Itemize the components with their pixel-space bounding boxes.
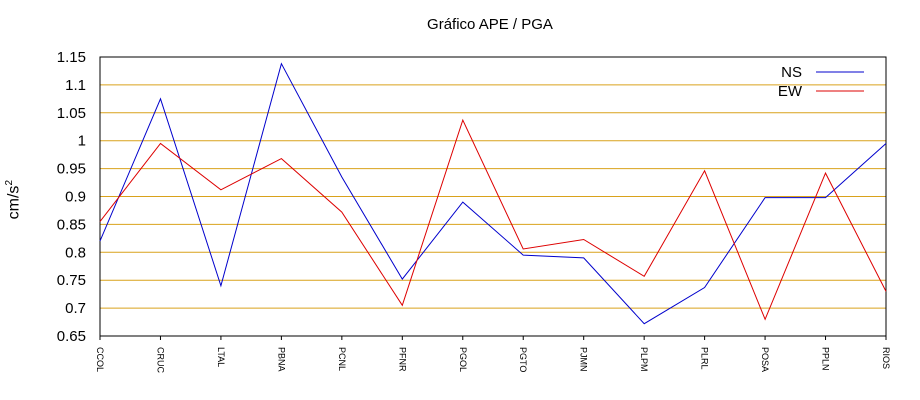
y-tick-label: 0.65: [57, 328, 86, 345]
x-tick-label: PLRL: [700, 347, 710, 370]
chart-title: Gráfico APE / PGA: [427, 16, 553, 33]
y-tick-label: 0.95: [57, 161, 86, 178]
y-tick-label: 1.05: [57, 105, 86, 122]
x-tick-label: POSA: [760, 347, 770, 372]
x-tick-label: CRUC: [155, 347, 165, 373]
y-tick-label: 0.75: [57, 272, 86, 289]
x-tick-label: PBNA: [276, 347, 286, 372]
y-tick-label: 0.7: [65, 300, 86, 317]
x-tick-label: PCNL: [337, 347, 347, 371]
x-tick-label: PFNR: [397, 347, 407, 372]
legend-label-ns: NS: [781, 64, 802, 81]
x-tick-label: PPLN: [821, 347, 831, 371]
x-tick-label: RIOS: [881, 347, 891, 369]
y-tick-label: 0.9: [65, 189, 86, 206]
legend-label-ew: EW: [778, 83, 803, 100]
series-line-ns: [99, 62, 887, 325]
y-tick-label: 0.8: [65, 244, 86, 261]
y-tick-label: 1: [78, 133, 86, 150]
y-tick-label: 0.85: [57, 216, 86, 233]
x-tick-label: PGTO: [518, 347, 528, 372]
plot-frame: [99, 56, 887, 337]
x-tick-label: LTAL: [216, 347, 226, 367]
x-tick-label: PLPM: [639, 347, 649, 372]
series-line-ew: [99, 118, 887, 321]
x-tick-label: PGOL: [458, 347, 468, 372]
y-tick-label: 1.1: [65, 77, 86, 94]
x-tick-label: PJMN: [579, 347, 589, 372]
x-tick-label: CCOL: [95, 347, 105, 372]
y-tick-label: 1.15: [57, 49, 86, 66]
